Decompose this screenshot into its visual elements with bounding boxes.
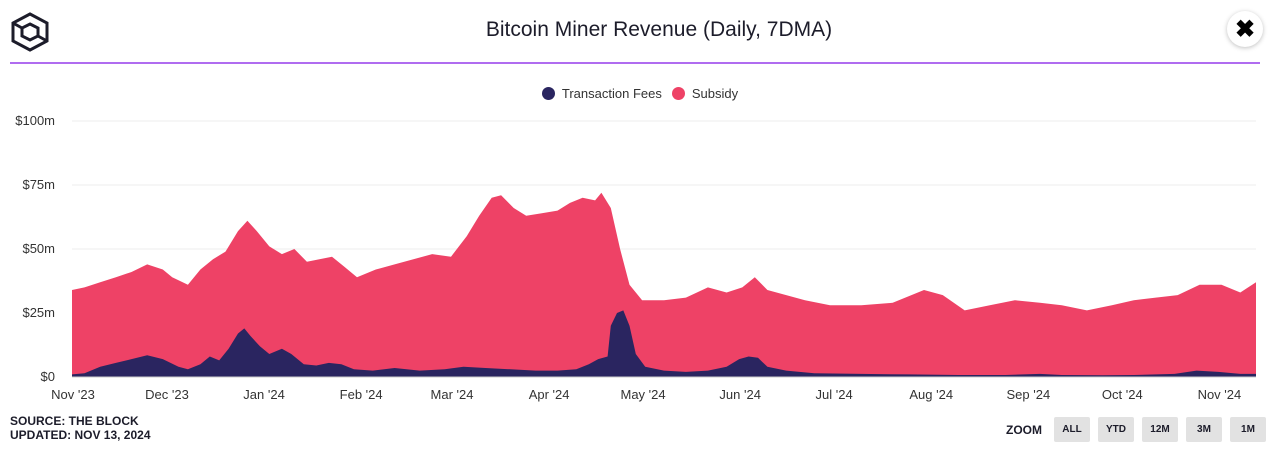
x-tick-label: Apr '24 — [529, 387, 570, 402]
x-tick-label: May '24 — [621, 387, 666, 402]
zoom-3m-button[interactable]: 3M — [1186, 417, 1222, 442]
the-block-logo — [10, 12, 50, 52]
x-tick-label: Mar '24 — [431, 387, 474, 402]
legend-item-subsidy[interactable]: Subsidy — [671, 86, 739, 101]
x-tick-label: Aug '24 — [909, 387, 953, 402]
x-tick-label: Jun '24 — [719, 387, 761, 402]
legend-swatch-subsidy — [671, 87, 685, 100]
close-button[interactable]: ✖ — [1227, 11, 1263, 47]
source-note: SOURCE: THE BLOCK UPDATED: NOV 13, 2024 — [10, 414, 151, 442]
y-tick-label: $100m — [15, 113, 55, 128]
x-tick-label: Nov '23 — [51, 387, 95, 402]
y-tick-label: $0 — [41, 369, 55, 384]
revenue-area-chart: $0 $25m $50m $75m $100m Nov '23 Dec '23 Jan '24… — [15, 113, 1256, 402]
legend-swatch-fees — [541, 87, 555, 100]
updated-text: UPDATED: NOV 13, 2024 — [10, 428, 151, 442]
y-tick-label: $50m — [22, 241, 55, 256]
x-tick-label: Dec '23 — [145, 387, 189, 402]
x-tick-label: Nov '24 — [1198, 387, 1242, 402]
y-tick-label: $25m — [22, 305, 55, 320]
x-tick-label: Feb '24 — [340, 387, 383, 402]
x-tick-label: Sep '24 — [1007, 387, 1051, 402]
subsidy-area — [72, 192, 1256, 377]
legend-label-fees: Transaction Fees — [561, 86, 662, 101]
x-tick-label: Oct '24 — [1102, 387, 1143, 402]
close-icon: ✖ — [1234, 15, 1256, 43]
transaction-fees-area — [72, 310, 1256, 377]
chart-title: Bitcoin Miner Revenue (Daily, 7DMA) — [485, 18, 833, 41]
legend-label-subsidy: Subsidy — [691, 86, 739, 101]
zoom-1m-button[interactable]: 1M — [1230, 417, 1266, 442]
x-tick-label: Jan '24 — [243, 387, 285, 402]
legend-item-transaction-fees[interactable]: Transaction Fees — [541, 86, 662, 101]
y-tick-label: $75m — [22, 177, 55, 192]
zoom-all-button[interactable]: ALL — [1054, 417, 1090, 442]
zoom-12m-button[interactable]: 12M — [1142, 417, 1178, 442]
zoom-ytd-button[interactable]: YTD — [1098, 417, 1134, 442]
zoom-controls: ZOOM ALL YTD 12M 3M 1M — [1006, 417, 1266, 442]
source-text: SOURCE: THE BLOCK — [10, 414, 139, 428]
title-divider — [10, 62, 1260, 64]
chart-legend: Transaction Fees Subsidy — [0, 86, 1280, 101]
zoom-label: ZOOM — [1006, 422, 1042, 437]
x-tick-label: Jul '24 — [816, 387, 853, 402]
